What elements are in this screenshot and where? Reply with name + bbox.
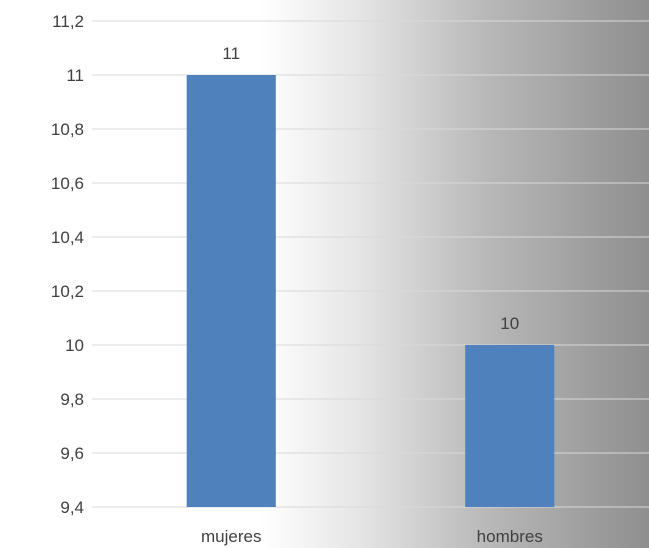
y-tick-label: 10,6 [51,174,84,193]
y-tick-label: 10,8 [51,120,84,139]
y-axis-tick-labels: 9,4 9,6 9,8 10 10,2 10,4 10,6 10,8 11 11,2 [51,12,84,517]
y-tick-label: 10,2 [51,282,84,301]
data-labels: 11 10 [222,44,519,333]
y-tick-label: 9,6 [60,444,84,463]
data-label-mujeres: 11 [222,44,240,63]
bar-mujeres [186,75,276,507]
y-tick-label: 10 [65,336,84,355]
x-axis-category-labels: mujeres hombres [201,527,543,546]
bars [186,75,555,507]
y-tick-label: 9,8 [60,390,84,409]
y-tick-label: 9,4 [60,498,84,517]
y-tick-label: 10,4 [51,228,84,247]
gridlines [92,20,649,508]
bar-hombres [465,345,555,507]
data-label-hombres: 10 [500,314,519,333]
y-tick-label: 11,2 [52,12,84,31]
category-label-mujeres: mujeres [201,527,261,546]
y-tick-label: 11 [66,66,84,85]
category-label-hombres: hombres [477,527,543,546]
